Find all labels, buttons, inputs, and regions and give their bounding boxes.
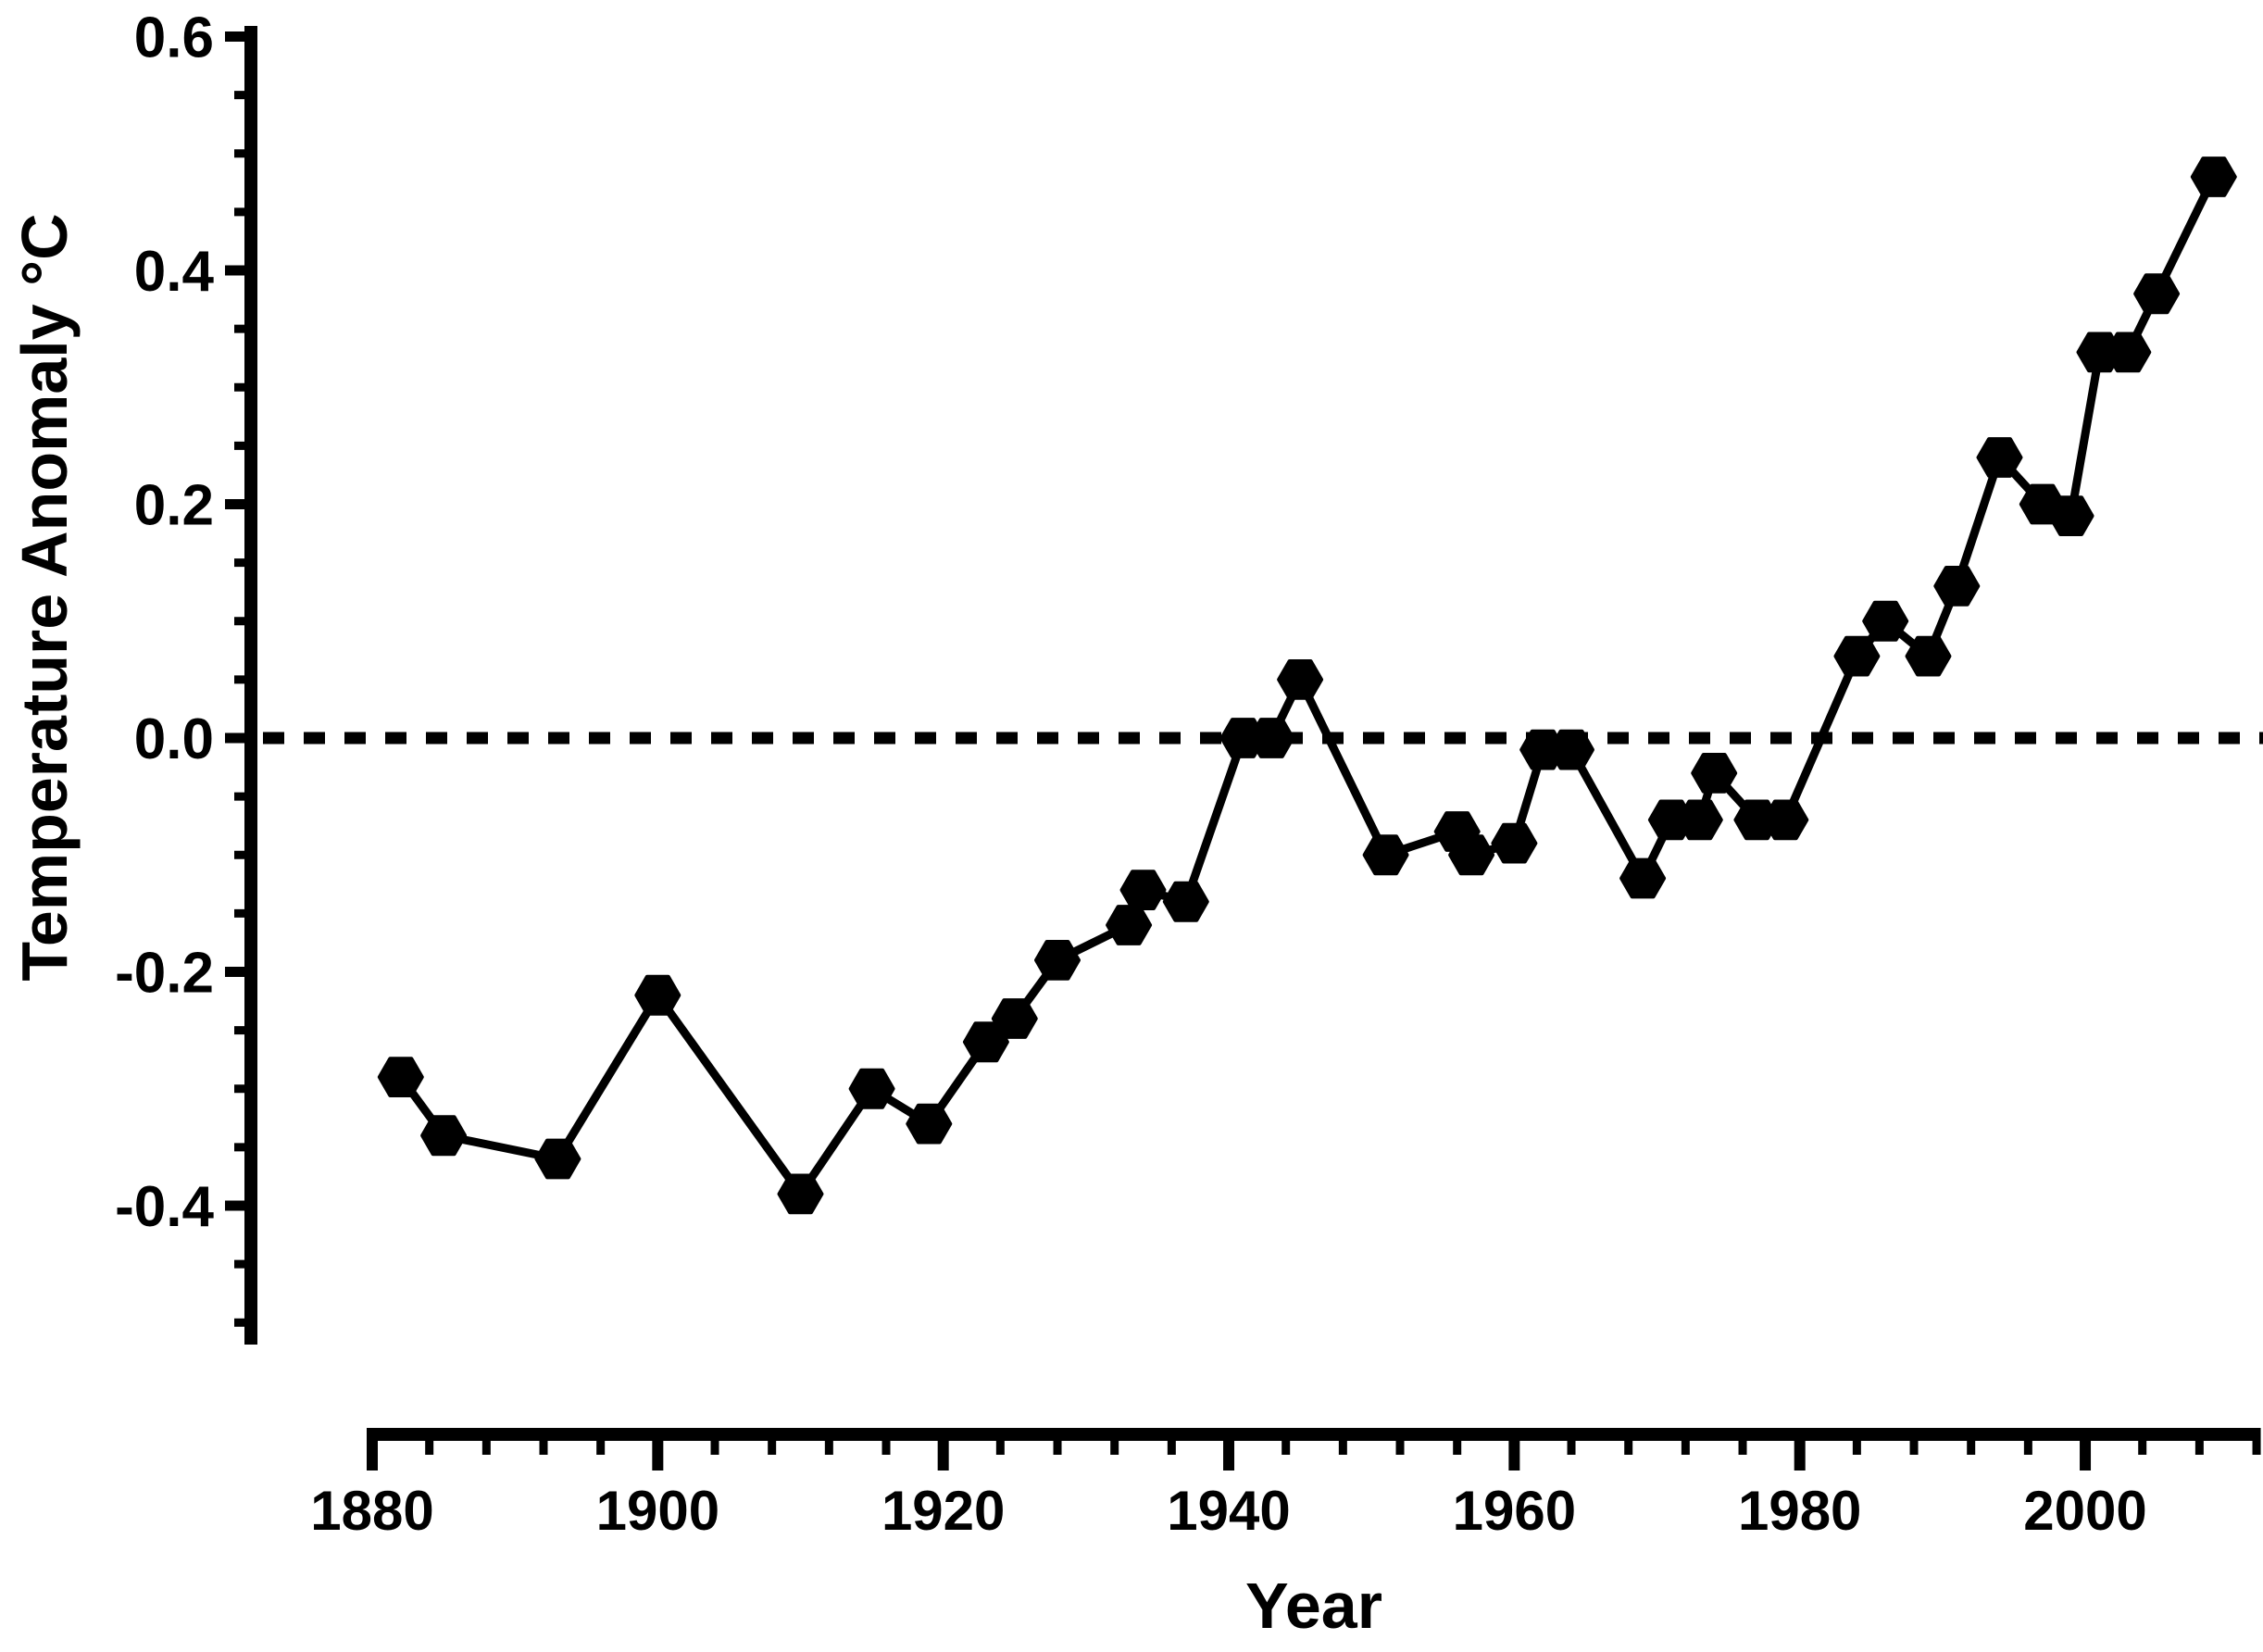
data-point-marker: [1119, 870, 1167, 910]
x-tick-label: 1960: [1453, 1480, 1576, 1542]
data-point-marker: [1548, 729, 1594, 770]
y-tick-label: -0.4: [115, 1175, 214, 1239]
data-point-marker: [377, 1057, 424, 1097]
y-tick-label: -0.2: [115, 942, 214, 1006]
x-tick-label: 1900: [596, 1480, 719, 1542]
y-tick-label: 0.0: [134, 707, 214, 771]
x-axis-title: Year: [1245, 1570, 1382, 1642]
data-point-marker: [634, 974, 681, 1016]
data-point-marker: [534, 1138, 581, 1180]
data-point-marker: [1619, 857, 1667, 899]
data-point-marker: [1277, 659, 1324, 700]
data-point-marker: [2105, 332, 2152, 373]
data-point-marker: [1933, 566, 1981, 607]
data-series: [377, 156, 2237, 1215]
data-point-marker: [1691, 753, 1738, 794]
data-point-marker: [1448, 834, 1495, 876]
data-point-marker: [1762, 799, 1809, 841]
data-point-marker: [1491, 822, 1538, 864]
data-point-marker: [1248, 718, 1295, 758]
y-tick-label: 0.2: [134, 474, 214, 538]
data-point-marker: [906, 1103, 953, 1145]
data-point-marker: [1976, 437, 2023, 478]
data-point-marker: [1833, 635, 1881, 677]
data-point-marker: [1162, 881, 1209, 922]
data-point-marker: [2047, 495, 2094, 536]
x-tick-label: 1880: [310, 1480, 433, 1542]
data-point-marker: [1862, 600, 1909, 642]
data-point-marker: [1034, 940, 1081, 981]
x-tick-label: 1980: [1738, 1480, 1861, 1542]
data-point-marker: [777, 1173, 824, 1215]
data-point-marker: [420, 1115, 468, 1157]
data-point-marker: [2133, 273, 2181, 315]
x-tick-label: 1940: [1167, 1480, 1290, 1542]
data-point-marker: [1362, 834, 1409, 876]
data-point-marker: [991, 998, 1038, 1039]
y-tick-label: 0.4: [134, 240, 215, 304]
y-axis-title: Temperature Anomaly °C: [8, 213, 81, 981]
axes: 0.6 0.4 0.2 0.0 -0.2 -0.4 1880 1900 1920 1940 1960…: [115, 6, 2261, 1542]
data-point-marker: [1676, 799, 1723, 841]
y-tick-label: 0.6: [134, 6, 214, 70]
x-tick-label: 1920: [881, 1480, 1005, 1542]
x-tick-label: 2000: [2023, 1480, 2146, 1542]
data-point-marker: [1106, 905, 1153, 945]
data-point-marker: [2190, 156, 2237, 197]
data-point-marker: [848, 1068, 895, 1109]
data-point-marker: [1905, 635, 1952, 677]
